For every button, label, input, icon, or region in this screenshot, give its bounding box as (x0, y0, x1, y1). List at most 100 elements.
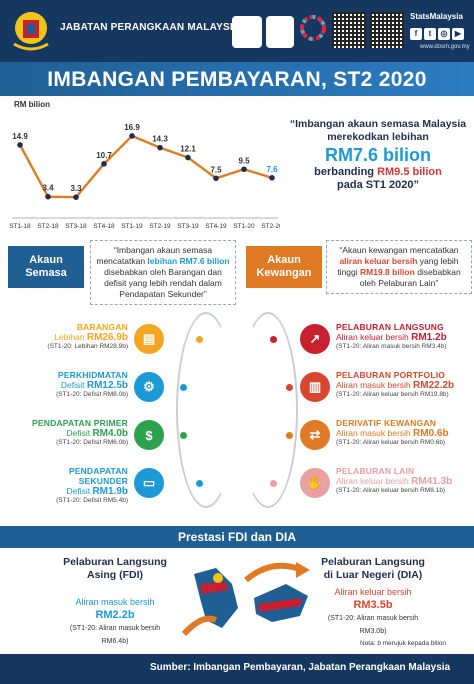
akaun-semasa-label: Akaun Semasa (8, 246, 84, 288)
connector-dot (270, 336, 277, 343)
item-value: Defisit RM1.9b (18, 486, 128, 497)
item-amount: RM1.2b (411, 332, 447, 343)
item-amount: RM1.9b (92, 486, 128, 497)
akaun-kewangan-text: “Akaun kewangan mencatatkan aliran kelua… (326, 240, 472, 294)
x-tick-label: ST3-19 (177, 223, 199, 230)
data-point (73, 194, 79, 200)
footnote: Nota: b merujuk kepada bilion (360, 640, 446, 647)
item-amount: RM22.2b (413, 380, 455, 391)
qr-code-2 (370, 12, 404, 48)
item-title: PENDAPATAN SEKUNDER (68, 466, 128, 486)
item-prev: (ST1-20: Aliran keluar bersih RM19.8b) (336, 391, 449, 398)
data-point (17, 142, 23, 148)
kewangan-text-a: “Akaun kewangan mencatatkan (339, 245, 459, 255)
kewangan-item: PELABURAN PORTFOLIO Aliran masuk bersih R… (336, 370, 474, 398)
qr-code-1 (332, 12, 366, 48)
money-icon: $ (134, 420, 164, 450)
sdg-logo (298, 14, 328, 48)
quote-line1: “Imbangan akaun semasa Malaysia merekodk… (289, 118, 467, 143)
item-amount: RM41.3b (411, 476, 453, 487)
semasa-text-a: “Imbangan akaun semasa mencatatkan (96, 245, 213, 266)
item-value: Aliran keluar bersih RM41.3b (336, 476, 474, 487)
item-title: DERIVATIF KEWANGAN (336, 418, 437, 428)
item-title: PENDAPATAN PRIMER (32, 418, 128, 428)
page-title: IMBANGAN PEMBAYARAN, ST2 2020 (47, 68, 427, 91)
fdi-title: Pelaburan Langsung Asing (FDI) (63, 556, 167, 581)
item-kind: Defisit (66, 486, 93, 496)
data-label: 12.1 (180, 145, 196, 154)
kewangan-text-highlight: aliran keluar bersih (339, 256, 418, 266)
connector-dot (286, 384, 293, 391)
item-kind: Aliran masuk bersih (336, 380, 414, 390)
derivative-icon: ⇄ (300, 420, 330, 450)
fdi-section-title: Prestasi FDI dan DIA (177, 530, 297, 544)
data-label: 7.5 (210, 165, 222, 174)
title-bar (0, 62, 474, 96)
fdi-block: Pelaburan Langsung Asing (FDI) Aliran ma… (60, 556, 170, 648)
x-tick-label: ST1-19 (121, 223, 143, 230)
semasa-item: PENDAPATAN SEKUNDER Defisit RM1.9b (ST1-20… (18, 466, 128, 504)
quote-amount: RM7.6 bilion (324, 145, 431, 165)
youtube-icon[interactable]: ▶ (452, 28, 464, 40)
item-title: PELABURAN LAIN (336, 466, 415, 476)
dia-kind: Aliran keluar bersih (334, 587, 412, 597)
akaun-semasa-text: “Imbangan akaun semasa mencatatkan lebih… (90, 240, 236, 305)
item-title: PERKHIDMATAN (57, 370, 128, 380)
x-tick-label: ST4-18 (93, 223, 115, 230)
instagram-icon[interactable]: ◎ (438, 28, 450, 40)
data-point (157, 144, 163, 151)
statistik-negara-logo (266, 16, 294, 48)
dia-prev: (ST1-20: Aliran masuk bersih RM3.0b) (327, 615, 419, 635)
item-title: BARANGAN (76, 322, 128, 332)
connector-dot (180, 432, 187, 439)
twitter-icon[interactable]: t (424, 28, 436, 40)
kewangan-text-c: disebabkan oleh Pelaburan Lain” (359, 267, 461, 288)
malaysia-map-illustration (181, 562, 310, 637)
data-point (101, 161, 107, 167)
fdi-kind: Aliran masuk bersih (75, 597, 155, 607)
gear-icon: ⚙ (134, 372, 164, 402)
fdi-value: RM2.2b (95, 609, 135, 621)
item-prev: (ST1-20: Aliran keluar bersih RM0.6b) (336, 439, 446, 446)
item-value: Aliran masuk bersih RM22.2b (336, 380, 474, 391)
quote-line2: berbanding (314, 166, 375, 178)
item-prev: (ST1-20: Defisit RM5.4b) (56, 497, 128, 504)
connector-dot (180, 384, 187, 391)
portfolio-icon: ▥ (300, 372, 330, 402)
item-kind: Defisit (60, 380, 87, 390)
item-value: Defisit RM4.0b (18, 428, 128, 439)
website-link[interactable]: www.dosm.gov.my (420, 44, 470, 50)
dia-block: Pelaburan Langsung di Luar Negeri (DIA) … (318, 556, 428, 638)
connector-dot (196, 480, 203, 487)
quote-line3: pada ST1 2020” (337, 179, 419, 191)
kewangan-item: PELABURAN LANGSUNG Aliran keluar bersih R… (336, 322, 474, 350)
connector-dot (196, 336, 203, 343)
semasa-text-highlight: lebihan RM7.6 bilion (147, 256, 230, 266)
data-point (45, 193, 51, 200)
semasa-item: BARANGAN Lebihan RM26.9b (ST1-20: Lebihan … (18, 322, 128, 350)
fdi-prev: (ST1-20: Aliran masuk bersih RM6.4b) (69, 625, 161, 645)
data-label: 14.3 (152, 135, 168, 144)
facebook-icon[interactable]: f (410, 28, 422, 40)
stats-brand: StatsMalaysia (410, 12, 463, 21)
item-kind: Aliran masuk bersih (336, 428, 414, 438)
kewangan-text-highlight2: RM19.8 bilion (360, 267, 415, 277)
headline-quote: “Imbangan akaun semasa Malaysia merekodk… (288, 118, 468, 192)
growth-chart-icon: ↗ (300, 324, 330, 354)
data-point (129, 133, 135, 139)
connector-dot (286, 432, 293, 439)
kewangan-item: DERIVATIF KEWANGAN Aliran masuk bersih RM… (336, 418, 474, 446)
item-amount: RM26.9b (86, 332, 128, 343)
data-label: 7.6 (266, 165, 278, 174)
data-label: 16.9 (124, 123, 140, 132)
current-account-line-chart: 14.9 ST1-18 3.4 ST2-18 3.3 ST3-18 10.7 ST4-18 16… (9, 123, 280, 230)
data-point (241, 166, 247, 173)
akaun-kewangan-label: Akaun Kewangan (246, 246, 322, 288)
footer-bar (0, 654, 474, 684)
left-arc (176, 312, 236, 508)
data-point (269, 175, 275, 181)
handshake-icon: ✋ (300, 468, 330, 498)
semasa-item: PERKHIDMATAN Defisit RM12.5b (ST1-20: Defi… (18, 370, 128, 398)
item-amount: RM4.0b (92, 428, 128, 439)
item-value: Defisit RM12.5b (18, 380, 128, 391)
